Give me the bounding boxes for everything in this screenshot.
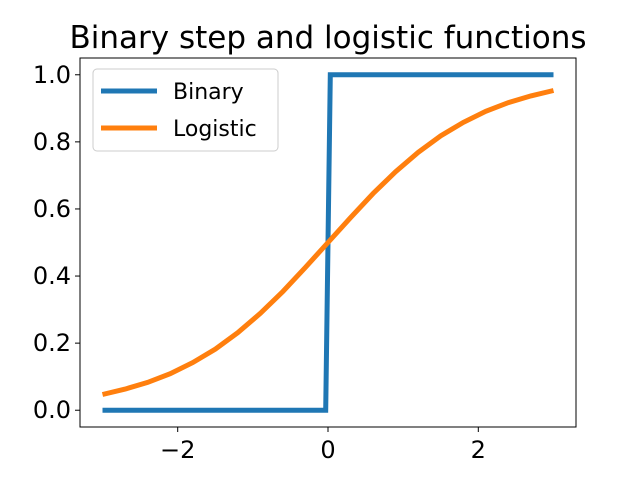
y-axis: 0.0 0.2 0.4 0.6 0.8 1.0 <box>33 61 80 424</box>
plot-area <box>101 72 555 413</box>
series-line-logistic <box>101 88 555 397</box>
y-tick-label: 0.4 <box>33 262 71 290</box>
x-tick-label: 2 <box>471 436 486 464</box>
legend: Binary Logistic <box>92 68 279 152</box>
x-axis: −2 0 2 <box>160 427 486 464</box>
chart-title: Binary step and logistic functions <box>69 20 586 56</box>
y-tick-label: 0.8 <box>33 128 71 156</box>
y-tick-label: 0.6 <box>33 195 71 223</box>
x-tick-label: 0 <box>320 436 335 464</box>
y-tick-label: 0.0 <box>33 396 71 424</box>
legend-label-binary: Binary <box>173 80 244 105</box>
y-tick-label: 1.0 <box>33 61 71 89</box>
x-tick-label: −2 <box>160 436 195 464</box>
y-tick-label: 0.2 <box>33 329 71 357</box>
legend-label-logistic: Logistic <box>173 117 257 142</box>
